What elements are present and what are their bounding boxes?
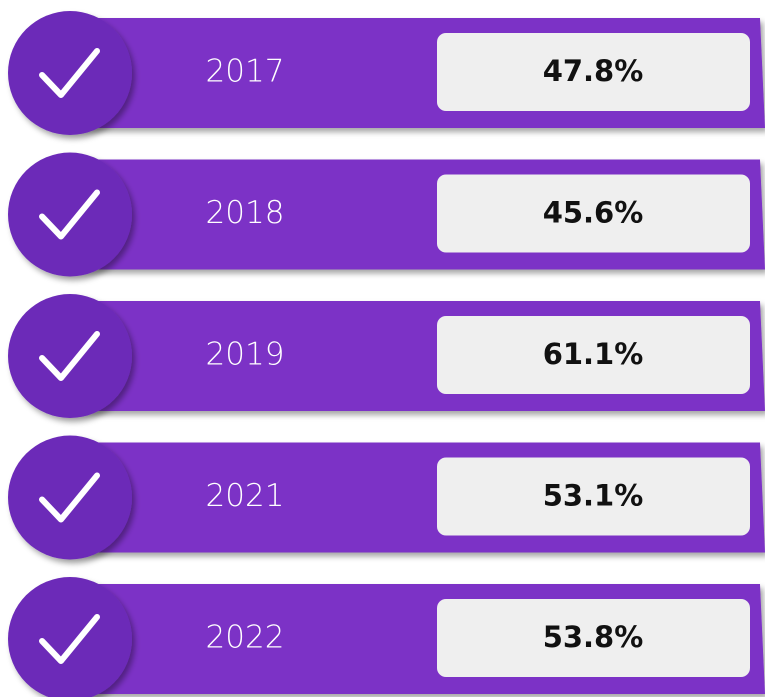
row-value: 61.1% (543, 337, 644, 371)
value-box (437, 174, 750, 253)
list-row: 2022 53.8% (8, 577, 765, 697)
row-year: 2019 (206, 337, 285, 373)
row-value: 45.6% (543, 196, 644, 230)
row-year: 2021 (206, 478, 285, 514)
value-box (437, 457, 750, 536)
check-circle (8, 152, 132, 277)
check-icon (39, 331, 100, 381)
list-row: 2018 45.6% (8, 152, 765, 277)
row-year: 2018 (206, 195, 285, 231)
check-icon (39, 48, 100, 98)
check-icon (39, 472, 100, 523)
value-box (437, 599, 750, 677)
check-circle (8, 577, 132, 697)
row-value: 53.1% (543, 479, 644, 513)
row-year: 2022 (206, 620, 285, 656)
check-icon (39, 614, 100, 664)
row-value: 53.8% (543, 620, 644, 654)
row-year: 2017 (206, 54, 285, 90)
check-circle (8, 294, 132, 418)
list-row: 2017 47.8% (8, 11, 765, 135)
row-value: 47.8% (543, 54, 644, 88)
list-row: 2021 53.1% (8, 435, 765, 560)
check-circle (8, 435, 132, 560)
check-circle (8, 11, 132, 135)
value-box (437, 33, 750, 111)
list-row: 2019 61.1% (8, 294, 765, 418)
check-icon (39, 189, 100, 240)
value-box (437, 316, 750, 394)
